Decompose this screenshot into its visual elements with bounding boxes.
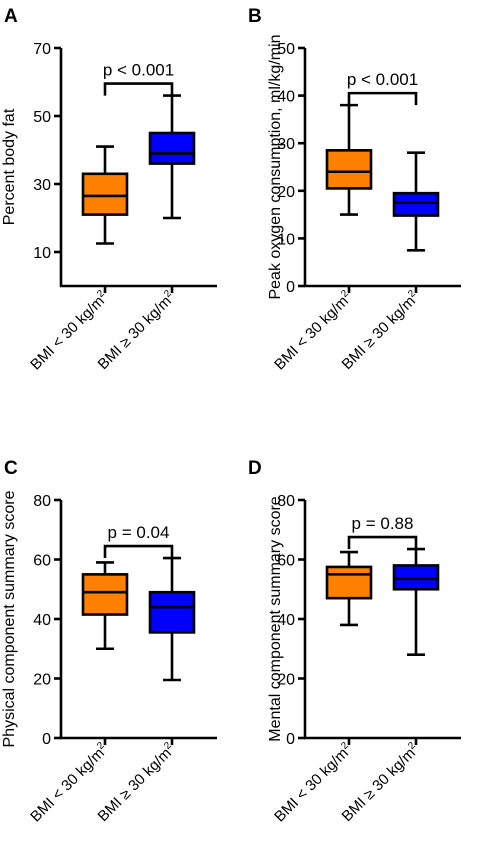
x-tick-label: BMI ≥ 30 kg/m2 <box>94 740 179 825</box>
box-bmi-over-30 <box>392 151 440 252</box>
y-tick-label: 50 <box>33 109 51 126</box>
iqr-box <box>148 590 196 634</box>
y-tick-label: 60 <box>33 553 51 570</box>
y-tick-label: 40 <box>277 89 295 106</box>
y-tick-label: 40 <box>277 612 295 629</box>
y-tick-label: 50 <box>277 41 295 58</box>
x-tick-label: BMI ≥ 30 kg/m2 <box>94 288 179 373</box>
panel-letter: C <box>4 458 18 479</box>
box-bmi-under-30 <box>81 561 129 651</box>
panel-c: C 0 20 40 60 80 Physical component summary sco… <box>1 458 217 825</box>
x-tick-label: BMI ≥ 30 kg/m2 <box>338 740 423 825</box>
y-axis-label: Peak oxygen consumption, ml/kg/min <box>267 34 284 299</box>
y-tick-label: 70 <box>33 41 51 58</box>
y-tick-label: 0 <box>286 731 295 748</box>
y-axis-label: Mental component summary score <box>267 496 284 742</box>
box-bmi-under-30 <box>325 550 373 627</box>
y-tick-label: 10 <box>277 231 295 248</box>
iqr-box <box>325 149 373 190</box>
box-bmi-over-30 <box>148 556 196 682</box>
y-axis-label: Physical component summary score <box>1 490 18 747</box>
y-tick-label: 80 <box>33 493 51 510</box>
iqr-box <box>325 565 373 600</box>
p-value-annotation: p < 0.001 <box>347 70 418 89</box>
y-tick-label: 20 <box>277 184 295 201</box>
y-tick-label: 30 <box>277 136 295 153</box>
y-tick-label: 0 <box>42 731 51 748</box>
y-tick-label: 30 <box>33 177 51 194</box>
iqr-box <box>392 564 440 591</box>
y-tick-label: 40 <box>33 612 51 629</box>
y-tick-label: 60 <box>277 553 295 570</box>
y-axis-label: Percent body fat <box>1 108 18 225</box>
y-tick-label: 20 <box>33 672 51 689</box>
y-tick-label: 0 <box>286 279 295 296</box>
p-value-annotation: p = 0.04 <box>108 523 170 542</box>
significance-bracket <box>103 544 174 559</box>
panel-letter: A <box>4 6 18 27</box>
iqr-box <box>81 172 129 216</box>
y-tick-label: 10 <box>33 245 51 262</box>
significance-bracket <box>347 535 418 550</box>
p-value-annotation: p < 0.001 <box>103 61 174 80</box>
box-bmi-under-30 <box>325 103 373 216</box>
box-bmi-under-30 <box>81 145 129 245</box>
y-tick-label: 80 <box>277 493 295 510</box>
box-bmi-over-30 <box>392 547 440 657</box>
panel-letter: B <box>248 6 262 27</box>
iqr-box <box>148 131 196 165</box>
box-bmi-over-30 <box>148 94 196 220</box>
significance-bracket <box>347 91 418 106</box>
iqr-box <box>392 191 440 217</box>
y-tick-label: 20 <box>277 672 295 689</box>
significance-bracket <box>103 82 174 96</box>
p-value-annotation: p = 0.88 <box>352 514 414 533</box>
x-tick-label: BMI ≥ 30 kg/m2 <box>338 288 423 373</box>
iqr-box <box>81 573 129 616</box>
panel-letter: D <box>248 458 262 479</box>
